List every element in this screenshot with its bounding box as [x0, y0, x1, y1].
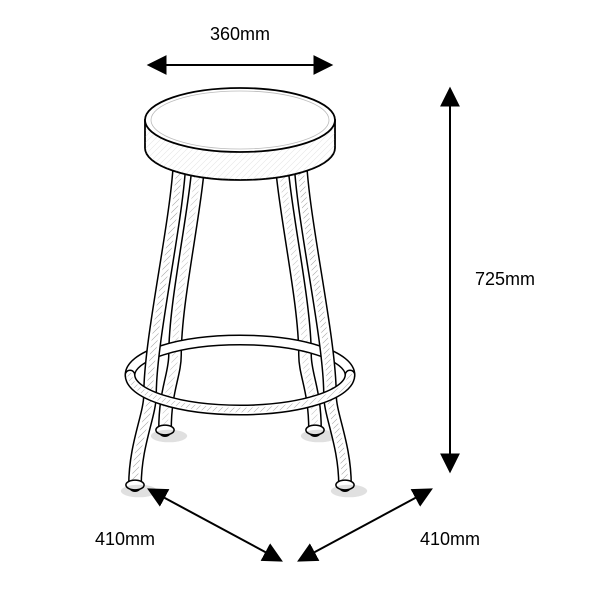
base-depth-label: 410mm: [420, 529, 480, 549]
stool-dimension-diagram: 360mm 725mm 410mm 410mm: [0, 0, 600, 600]
height-label: 725mm: [475, 269, 535, 289]
base-width-label: 410mm: [95, 529, 155, 549]
stool-drawing: [121, 88, 367, 497]
seat-diameter-label: 360mm: [210, 24, 270, 44]
